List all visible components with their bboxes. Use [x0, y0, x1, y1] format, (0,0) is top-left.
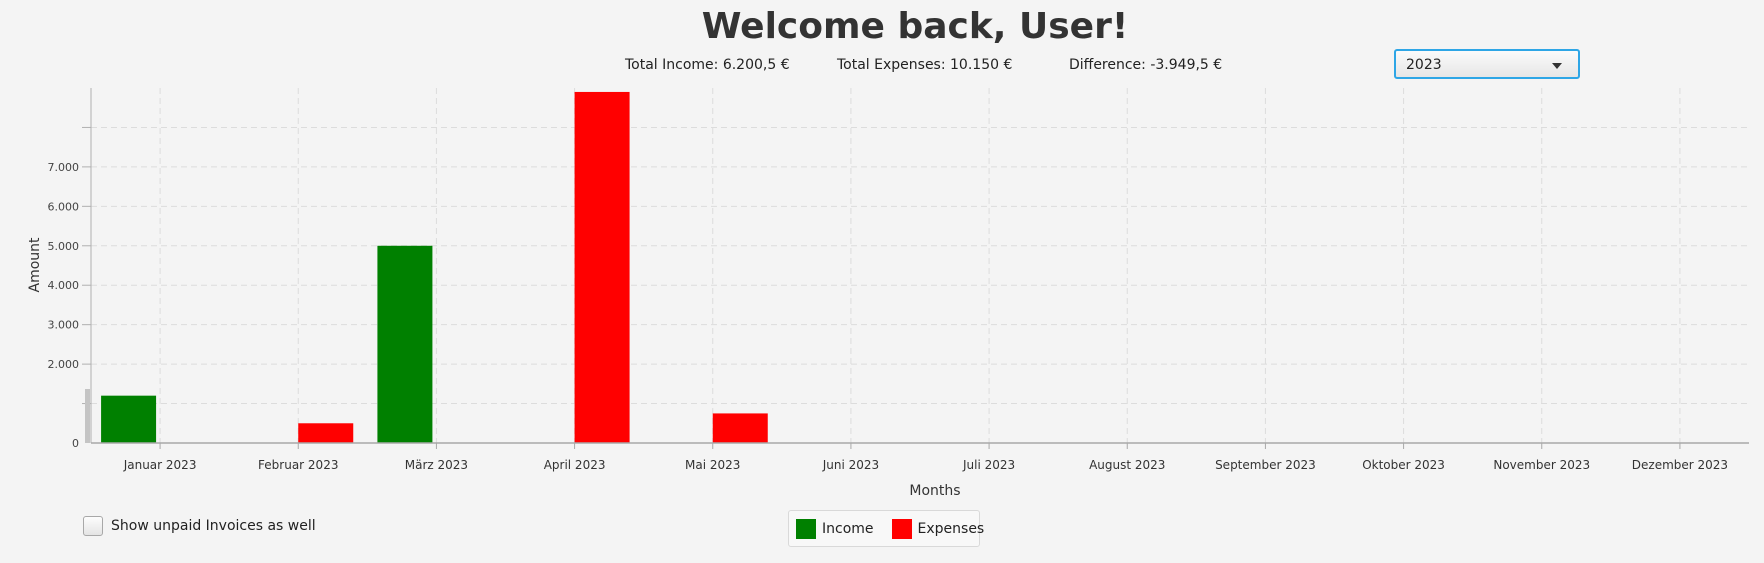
- total-income-label: Total Income: 6.200,5 €: [625, 57, 790, 73]
- total-expenses-label: Total Expenses: 10.150 €: [837, 57, 1013, 73]
- legend-label-income: Income: [822, 520, 874, 537]
- x-tick-label: Januar 2023: [123, 458, 197, 472]
- y-tick-label: 2.000: [48, 358, 80, 371]
- income-expenses-chart: 0 2.000 3.000 4.000 5.000 6.000 7.000 Januar 20…: [27, 88, 1749, 499]
- legend-swatch-income: [796, 518, 816, 539]
- x-tick-label: Oktober 2023: [1362, 458, 1445, 472]
- y-tick-label: 4.000: [48, 279, 80, 292]
- bar-income-2: [377, 245, 433, 443]
- x-tick-label: August 2023: [1089, 458, 1165, 472]
- show-unpaid-checkbox[interactable]: Show unpaid Invoices as well: [83, 515, 316, 537]
- x-tick-label: September 2023: [1215, 458, 1316, 472]
- x-tick-label: Juni 2023: [822, 458, 879, 472]
- y-tick-label: 7.000: [48, 161, 80, 174]
- year-select-value: 2023: [1406, 57, 1442, 73]
- year-select[interactable]: 2023: [1394, 49, 1580, 79]
- x-tick-label: Dezember 2023: [1632, 458, 1728, 472]
- y-tick-label: 3.000: [48, 319, 80, 332]
- x-tick-label: Mai 2023: [685, 458, 740, 472]
- legend-item-income: Income: [796, 518, 874, 539]
- chart-legend: Income Expenses: [788, 510, 984, 547]
- page-title: Welcome back, User!: [701, 6, 1129, 47]
- y-tick-label: 5.000: [48, 240, 80, 253]
- x-tick-label: April 2023: [544, 458, 606, 472]
- bar-expenses-3: [574, 91, 630, 443]
- x-tick-label: Juli 2023: [962, 458, 1015, 472]
- y-axis-scroll-indicator: [85, 389, 90, 443]
- y-axis-title: Amount: [27, 237, 43, 293]
- bar-income-0: [101, 395, 157, 443]
- legend-label-expenses: Expenses: [917, 520, 985, 537]
- show-unpaid-label: Show unpaid Invoices as well: [111, 518, 316, 534]
- checkbox-box[interactable]: [83, 516, 103, 536]
- bar-expenses-1: [298, 423, 354, 443]
- bar-expenses-4: [712, 413, 768, 443]
- chevron-down-icon: [1552, 63, 1562, 69]
- y-tick-label: 6.000: [48, 200, 80, 213]
- legend-swatch-expenses: [891, 518, 912, 539]
- x-tick-label: Februar 2023: [258, 458, 338, 472]
- x-tick-label: März 2023: [405, 458, 468, 472]
- x-axis-title: Months: [909, 483, 960, 499]
- x-tick-label: November 2023: [1493, 458, 1590, 472]
- legend-item-expenses: Expenses: [891, 518, 985, 539]
- difference-label: Difference: -3.949,5 €: [1069, 57, 1223, 73]
- y-tick-label: 0: [72, 437, 79, 450]
